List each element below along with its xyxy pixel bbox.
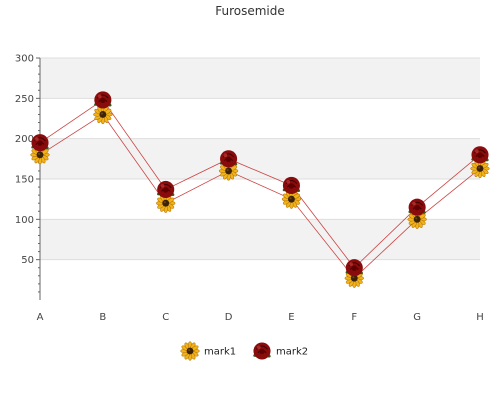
x-tick-label: E <box>288 312 294 323</box>
legend-label: mark1 <box>204 347 236 358</box>
series-markers <box>30 91 490 288</box>
rose-icon <box>94 91 112 109</box>
series-line-mark1 <box>39 113 481 279</box>
sunflower-icon <box>180 341 200 361</box>
rose-icon <box>408 198 426 216</box>
data-point-mark2 <box>282 176 301 195</box>
legend-label: mark2 <box>276 347 308 358</box>
axes <box>36 57 41 300</box>
rose-icon <box>31 134 49 152</box>
y-tick-label: 150 <box>15 175 34 186</box>
rose-icon <box>156 180 175 199</box>
data-point-mark2 <box>31 134 49 152</box>
x-tick-label: F <box>351 312 357 323</box>
series-lines <box>39 99 481 279</box>
x-tick-label: G <box>413 312 421 323</box>
rose-icon <box>345 259 364 277</box>
legend-item-mark2: mark2 <box>253 342 308 360</box>
grid-bands <box>40 58 480 260</box>
grid-band <box>40 138 480 179</box>
rose-icon <box>471 146 489 164</box>
y-tick-label: 250 <box>15 94 34 105</box>
x-tick-label: C <box>162 312 169 323</box>
data-point-mark2 <box>156 180 175 199</box>
x-tick-label: A <box>37 312 44 323</box>
data-point-mark2 <box>345 259 364 277</box>
grid-band <box>40 58 480 99</box>
y-tick-labels: 50 100 150 200 250 300 <box>15 54 34 267</box>
rose-icon <box>282 176 301 195</box>
x-tick-label: H <box>476 312 484 323</box>
data-point-mark2 <box>408 198 426 216</box>
x-tick-label: D <box>225 312 233 323</box>
data-point-mark2 <box>471 146 489 164</box>
y-tick-label: 50 <box>21 255 34 266</box>
y-tick-label: 100 <box>15 215 34 226</box>
grid-band <box>40 219 480 260</box>
series-line-mark2 <box>39 99 481 269</box>
legend: mark1 mark2 <box>180 341 308 361</box>
x-tick-label: B <box>99 312 106 323</box>
y-tick-label: 300 <box>15 54 34 65</box>
rose-icon <box>219 150 238 168</box>
rose-icon <box>253 342 271 360</box>
y-tick-label: 200 <box>15 134 34 145</box>
grid-lines <box>40 57 480 261</box>
data-point-mark2 <box>94 91 112 109</box>
legend-item-mark1: mark1 <box>180 341 236 361</box>
data-point-mark2 <box>219 150 238 168</box>
x-tick-labels: A B C D E F G H <box>37 312 484 323</box>
chart-title: Furosemide <box>215 4 285 18</box>
